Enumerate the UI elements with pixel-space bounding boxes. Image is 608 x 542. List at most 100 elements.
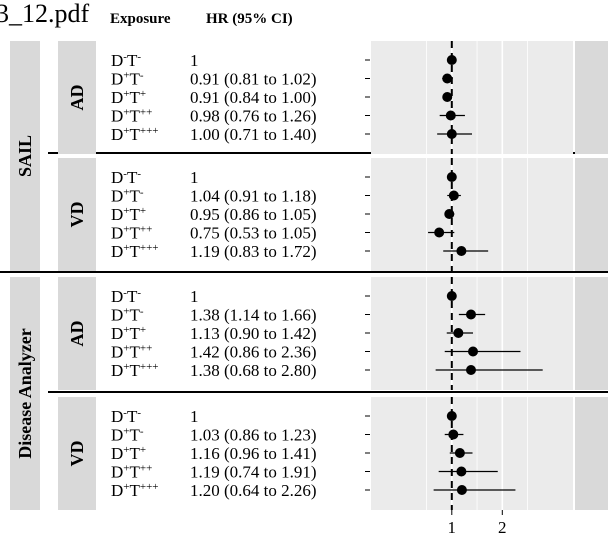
hr-value-label: 0.98 (0.76 to 1.26): [190, 107, 317, 126]
exposure-letter: T: [130, 107, 141, 126]
hr-value-label: 1.00 (0.71 to 1.40): [190, 125, 317, 144]
panel-strip: [58, 158, 96, 271]
hr-value-label: 1.13 (0.90 to 1.42): [190, 324, 317, 343]
hr-value-label: 1: [190, 287, 199, 306]
exposure-letter: T: [130, 481, 141, 500]
exposure-superscript: +++: [140, 242, 159, 254]
exposure-superscript: +: [140, 205, 146, 217]
hr-value-label: 1.04 (0.91 to 1.18): [190, 187, 317, 206]
exposure-superscript: +: [123, 324, 129, 336]
exposure-label: D+T+++: [111, 481, 159, 500]
exposure-label: D+T+: [111, 205, 146, 224]
hr-value-label: 0.75 (0.53 to 1.05): [190, 224, 317, 243]
right-strip: [575, 397, 608, 510]
plot-background: [371, 41, 573, 154]
hr-point: [454, 448, 465, 458]
exposure-superscript: +: [123, 463, 129, 475]
exposure-label: D+T-: [111, 306, 144, 325]
hr-value-label: 1.19 (0.74 to 1.91): [190, 463, 317, 482]
hr-point: [465, 309, 476, 320]
hr-point: [456, 485, 467, 495]
exposure-superscript: -: [140, 426, 144, 438]
exposure-letter: D: [111, 168, 123, 187]
exposure-superscript: -: [137, 407, 141, 419]
exposure-superscript: +: [123, 481, 129, 493]
exposure-letter: T: [127, 407, 138, 426]
panel-disease-analyzer-vd: VDD-T- 1D+T- 1.03 (0.86 to 1.23)D+T+ 1.16 (…: [58, 397, 608, 510]
exposure-label: D-T-: [111, 287, 141, 306]
exposure-superscript: +++: [140, 125, 159, 137]
exposure-letter: T: [130, 444, 141, 463]
exposure-label: D+T+++: [111, 361, 159, 380]
right-strip: [575, 158, 608, 271]
exposure-letter: D: [111, 107, 123, 126]
hr-value-label: 1.38 (0.68 to 2.80): [190, 361, 317, 380]
exposure-letter: T: [130, 205, 141, 224]
exposure-letter: T: [130, 361, 141, 380]
hr-point: [446, 291, 457, 301]
hr-value-label: 0.95 (0.86 to 1.05): [190, 205, 317, 224]
exposure-letter: D: [111, 187, 123, 206]
exposure-superscript: +: [123, 107, 129, 119]
exposure-label: D+T-: [111, 70, 144, 89]
exposure-superscript: -: [137, 51, 141, 63]
hr-point: [445, 110, 456, 121]
exposure-letter: D: [111, 407, 123, 426]
exposure-letter: D: [111, 324, 123, 343]
exposure-letter: D: [111, 88, 123, 107]
group-strip-label: SAIL: [15, 135, 35, 177]
group-strip-label: Disease Analyzer: [15, 328, 35, 458]
exposure-label: D+T+: [111, 324, 146, 343]
exposure-superscript: +: [123, 70, 129, 82]
panel-strip-label: VD: [67, 441, 87, 467]
exposure-label: D-T-: [111, 168, 141, 187]
exposure-superscript: -: [123, 51, 127, 63]
exposure-letter: T: [130, 125, 141, 144]
exposure-letter: D: [111, 70, 123, 89]
exposure-letter: D: [111, 343, 123, 362]
plot-background: [371, 158, 573, 271]
group-strip: [10, 277, 40, 510]
right-strip: [575, 41, 608, 154]
exposure-letter: D: [111, 361, 123, 380]
hr-point: [442, 92, 453, 102]
exposure-label: D+T++: [111, 343, 152, 362]
panel-disease-analyzer-ad: AD D-T- 1 D+T- 1.38 (1.14 to 1.66) D+T+ 1.13 (…: [58, 277, 608, 390]
hr-point: [465, 365, 476, 375]
exposure-superscript: -: [123, 168, 127, 180]
hr-point: [448, 429, 459, 440]
panel-strip-label: AD: [67, 321, 87, 347]
exposure-letter: T: [130, 88, 141, 107]
exposure-letter: T: [130, 70, 141, 89]
exposure-superscript: +: [123, 444, 129, 456]
exposure-column-header: Exposure: [110, 11, 171, 27]
exposure-superscript: +: [123, 426, 129, 438]
exposure-superscript: +: [123, 125, 129, 137]
exposure-label: D+T-: [111, 187, 144, 206]
x-tick-label: 1: [448, 518, 457, 537]
panel-strip: [58, 397, 96, 510]
exposure-letter: D: [111, 444, 123, 463]
exposure-superscript: ++: [140, 463, 152, 475]
hr-point: [446, 129, 457, 139]
exposure-superscript: +: [140, 444, 146, 456]
hr-value-label: 1.42 (0.86 to 2.36): [190, 343, 317, 362]
panel-strip-label: VD: [67, 202, 87, 228]
hr-point: [453, 328, 464, 338]
exposure-superscript: +++: [140, 361, 159, 373]
x-tick-label: 2: [498, 518, 507, 537]
hr-value-label: 0.91 (0.84 to 1.00): [190, 88, 317, 107]
panel-strip: [58, 41, 96, 154]
hr-value-label: 1: [190, 168, 199, 187]
exposure-label: D+T+: [111, 444, 146, 463]
hr-value-label: 1.38 (1.14 to 1.66): [190, 306, 317, 325]
hr-point: [448, 190, 459, 201]
hr-point: [446, 411, 457, 421]
hr-point: [446, 55, 457, 65]
exposure-label: D+T++: [111, 224, 152, 243]
exposure-letter: D: [111, 463, 123, 482]
hr-point: [442, 73, 453, 84]
exposure-label: D-T-: [111, 51, 141, 70]
